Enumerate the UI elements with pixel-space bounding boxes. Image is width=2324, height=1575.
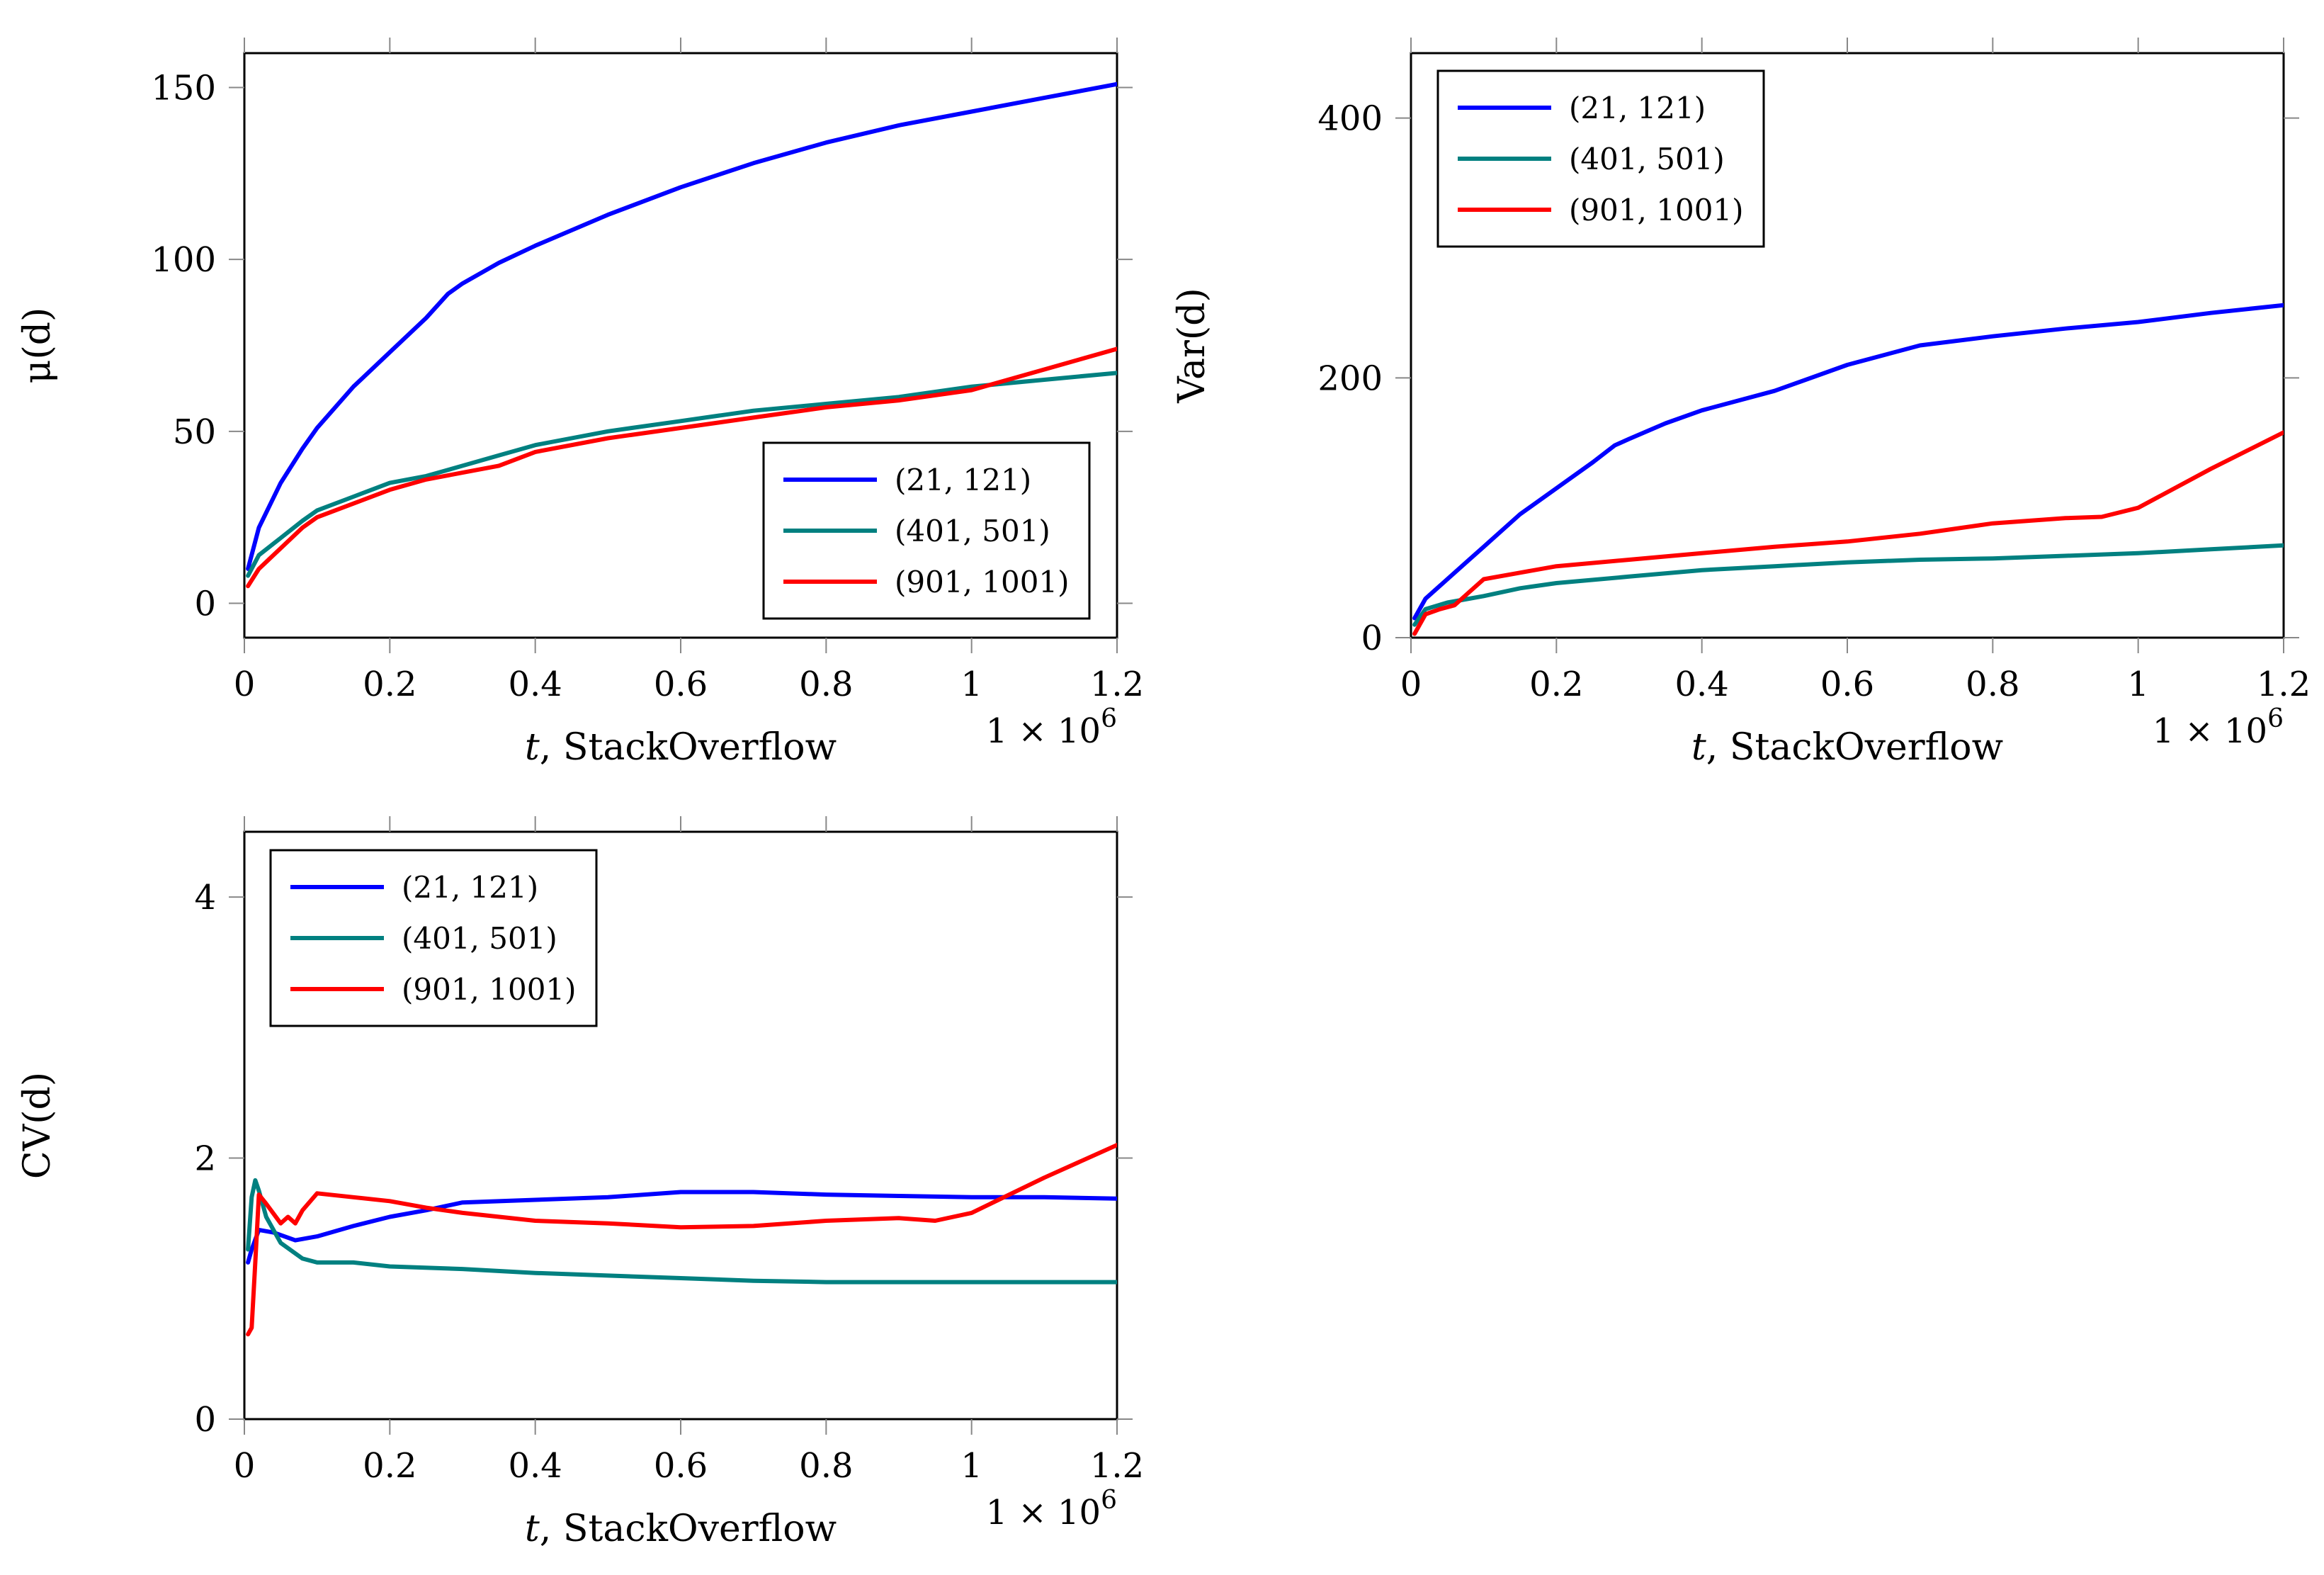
series-line-1	[246, 371, 1117, 578]
x-tick-label: 0.8	[799, 665, 853, 704]
legend-entry: (901, 1001)	[895, 565, 1070, 599]
y-tick-label: 150	[151, 69, 216, 108]
legend-entry: (901, 1001)	[1569, 193, 1744, 227]
x-tick-label: 0.2	[363, 665, 416, 704]
y-tick-label: 50	[173, 412, 216, 452]
x-tick-label: 0.6	[654, 665, 708, 704]
x-tick-label: 0	[234, 665, 256, 704]
legend-entry: (21, 121)	[402, 870, 538, 905]
x-tick-label: 0	[1400, 665, 1422, 704]
y-tick-label: 0	[1361, 619, 1383, 658]
y-tick-label: 0	[194, 584, 216, 623]
y-tick-label: 0	[194, 1400, 216, 1440]
x-axis-label: t, StackOverflow	[525, 1508, 837, 1550]
x-axis-label: t, StackOverflow	[525, 726, 837, 769]
legend: (21, 121) (401, 501) (901, 1001)	[762, 441, 1091, 620]
x-tick-label: 0.8	[799, 1446, 853, 1486]
x-tick-label: 0.2	[363, 1446, 416, 1486]
chart-panel-0: 0 0.2 0.4 0.6 0.8 1 1.2 0 50 100 150 1 × 106 t, Stac…	[16, 38, 1144, 769]
y-tick-label: 400	[1317, 99, 1383, 139]
y-axis-label: μ(d)	[16, 307, 59, 384]
series-line-2	[246, 1143, 1117, 1337]
series-line-0	[246, 81, 1117, 571]
legend-entry: (21, 121)	[895, 463, 1031, 497]
y-tick-label: 2	[194, 1139, 216, 1179]
chart-panel-1: 0 0.2 0.4 0.6 0.8 1 1.2 0 200 400 1 × 106 t, StackO…	[1171, 38, 2311, 769]
chart-panel-2: 0 0.2 0.4 0.6 0.8 1 1.2 0 2 4 1 × 106 t, StackOverf…	[16, 816, 1144, 1550]
y-tick-label: 4	[194, 878, 216, 918]
x-tick-label: 1.2	[2257, 665, 2311, 704]
series-line-0	[1412, 303, 2284, 621]
y-axis-label: CV(d)	[16, 1072, 59, 1179]
x-tick-label: 1	[960, 1446, 982, 1486]
x-tick-label: 1.2	[1090, 1446, 1144, 1486]
legend-entry: (401, 501)	[402, 921, 557, 956]
x-tick-label: 0.4	[508, 1446, 562, 1486]
x-tick-label: 0.4	[508, 665, 562, 704]
x-tick-label: 1	[2127, 665, 2149, 704]
x-tick-label: 0.8	[1966, 665, 2019, 704]
series-line-2	[1412, 430, 2284, 636]
series-line-1	[1412, 543, 2284, 627]
x-tick-label: 1	[960, 665, 982, 704]
legend-entry: (21, 121)	[1569, 91, 1706, 125]
legend: (21, 121) (401, 501) (901, 1001)	[269, 849, 598, 1027]
x-multiplier: 1 × 106	[986, 704, 1117, 751]
legend-entry: (401, 501)	[1569, 142, 1725, 176]
x-multiplier: 1 × 106	[2153, 704, 2284, 751]
x-tick-label: 1.2	[1090, 665, 1144, 704]
y-axis-label: Var(d)	[1171, 288, 1213, 404]
legend-entry: (401, 501)	[895, 514, 1050, 548]
x-tick-label: 0.6	[1820, 665, 1874, 704]
y-tick-label: 200	[1317, 359, 1383, 398]
x-tick-label: 0.6	[654, 1446, 708, 1486]
series-line-2	[246, 346, 1117, 589]
x-tick-label: 0	[234, 1446, 256, 1486]
x-multiplier: 1 × 106	[986, 1486, 1117, 1532]
legend-entry: (901, 1001)	[402, 972, 577, 1007]
x-tick-label: 0.2	[1529, 665, 1583, 704]
x-tick-label: 0.4	[1674, 665, 1728, 704]
y-tick-label: 100	[151, 240, 216, 280]
legend: (21, 121) (401, 501) (901, 1001)	[1436, 69, 1765, 248]
x-axis-label: t, StackOverflow	[1691, 726, 2003, 769]
